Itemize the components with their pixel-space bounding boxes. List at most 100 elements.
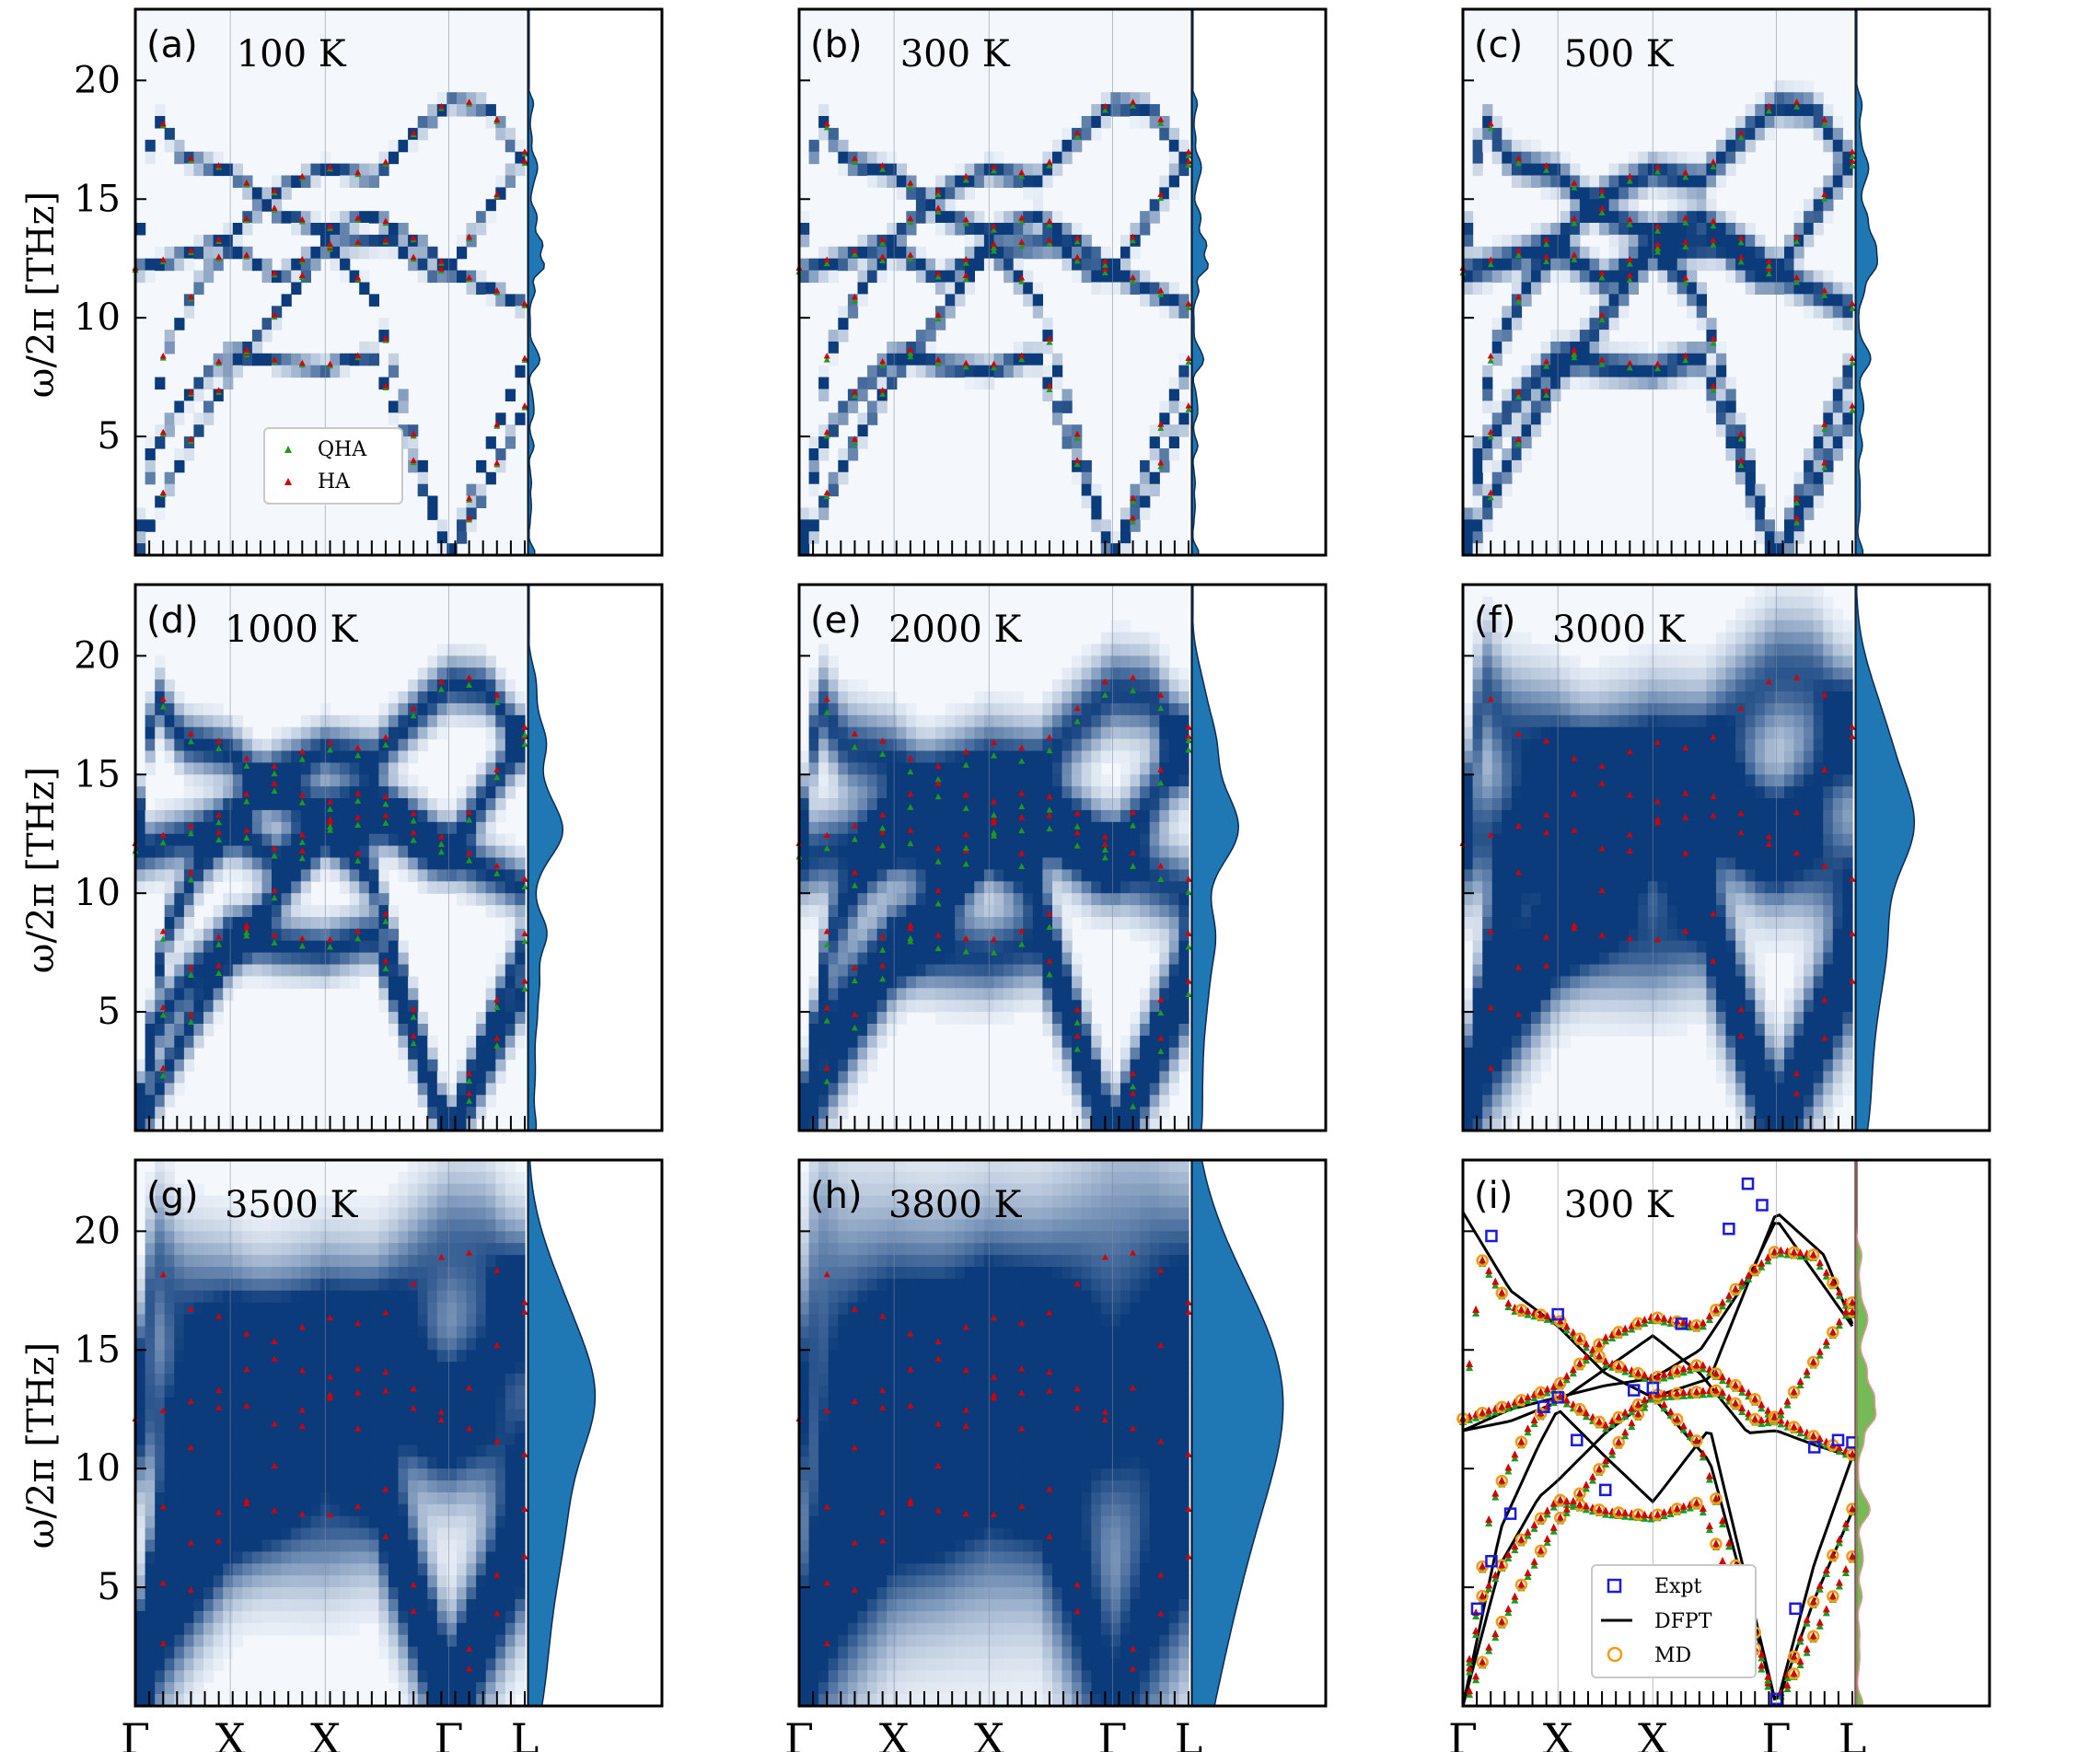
heatmap-cell bbox=[1560, 270, 1571, 284]
heatmap-cell bbox=[1696, 211, 1707, 224]
heatmap-cell bbox=[1100, 726, 1111, 740]
heatmap-cell bbox=[896, 798, 907, 811]
heatmap-cell bbox=[1032, 353, 1043, 366]
heatmap-cell bbox=[1813, 104, 1824, 117]
heatmap-cell bbox=[857, 833, 868, 847]
ha-marker bbox=[271, 311, 278, 319]
heatmap-cell bbox=[896, 833, 907, 847]
heatmap-cell bbox=[330, 917, 341, 930]
heatmap-cell bbox=[447, 270, 458, 284]
heatmap-cell bbox=[887, 762, 898, 775]
heatmap-cell bbox=[1804, 448, 1815, 461]
heatmap-cell bbox=[1052, 750, 1063, 763]
heatmap-cell bbox=[1521, 714, 1532, 728]
heatmap-cell bbox=[867, 691, 878, 704]
heatmap-cell bbox=[1745, 258, 1756, 272]
heatmap-cell bbox=[838, 691, 849, 704]
heatmap-cell bbox=[1023, 786, 1034, 799]
heatmap-cell bbox=[945, 270, 956, 284]
heatmap-cell bbox=[1491, 691, 1502, 704]
heatmap-cell bbox=[1502, 234, 1513, 248]
heatmap-cell bbox=[408, 798, 419, 811]
heatmap-cell bbox=[1716, 246, 1727, 260]
heatmap-cell bbox=[203, 750, 215, 763]
heatmap-cell bbox=[1052, 738, 1063, 752]
heatmap-cell bbox=[896, 353, 907, 366]
heatmap-cell bbox=[828, 1071, 839, 1084]
heatmap-cell bbox=[1159, 1071, 1170, 1084]
heatmap-cell bbox=[828, 483, 839, 497]
heatmap-cell bbox=[1178, 1035, 1189, 1049]
heatmap-cell bbox=[887, 234, 898, 248]
heatmap-cell bbox=[359, 928, 370, 942]
heatmap-cell bbox=[457, 857, 468, 870]
heatmap-cell bbox=[1023, 223, 1034, 236]
heatmap-cell bbox=[349, 246, 360, 260]
heatmap-cell bbox=[330, 798, 341, 811]
heatmap-cell bbox=[193, 1024, 204, 1037]
heatmap-cell bbox=[896, 786, 907, 799]
heatmap-cell bbox=[223, 714, 234, 728]
heatmap-cell bbox=[495, 175, 506, 188]
heatmap-cell bbox=[476, 833, 487, 847]
heatmap-cell bbox=[828, 342, 839, 354]
heatmap-cell bbox=[1502, 471, 1513, 485]
heatmap-cell bbox=[485, 436, 496, 449]
heatmap-cell bbox=[1013, 988, 1024, 1001]
heatmap-cell bbox=[330, 365, 341, 378]
heatmap-cell bbox=[1140, 282, 1151, 295]
heatmap-cell bbox=[1042, 798, 1053, 811]
heatmap-cell bbox=[1540, 1035, 1551, 1049]
heatmap-cell bbox=[1745, 234, 1756, 248]
heatmap-cell bbox=[193, 163, 204, 177]
heatmap-cell bbox=[417, 258, 428, 272]
heatmap-cell bbox=[1832, 175, 1843, 188]
ha-marker bbox=[298, 172, 306, 180]
heatmap-cell bbox=[359, 881, 370, 894]
heatmap-cell bbox=[1502, 917, 1513, 930]
heatmap-cell bbox=[174, 1083, 185, 1096]
heatmap-cell bbox=[1550, 667, 1561, 680]
heatmap-cell bbox=[310, 798, 321, 811]
heatmap-cell bbox=[1521, 750, 1532, 763]
heatmap-cell bbox=[1696, 199, 1707, 212]
ha-marker bbox=[493, 191, 501, 197]
heatmap-cell bbox=[1149, 905, 1160, 918]
heatmap-cell bbox=[1004, 714, 1015, 728]
heatmap-cell bbox=[427, 869, 438, 882]
heatmap-cell bbox=[935, 318, 946, 331]
heatmap-cell bbox=[1072, 223, 1083, 236]
heatmap-cell bbox=[155, 1035, 166, 1049]
ha-marker bbox=[934, 204, 942, 211]
heatmap-cell bbox=[1091, 857, 1102, 870]
heatmap-cell bbox=[935, 750, 946, 763]
heatmap-cell bbox=[1521, 952, 1532, 966]
heatmap-cell bbox=[1052, 714, 1063, 728]
heatmap-cell bbox=[1052, 1047, 1063, 1061]
heatmap-cell bbox=[232, 845, 243, 859]
heatmap-cell bbox=[1130, 714, 1141, 728]
heatmap-cell bbox=[1531, 726, 1542, 740]
heatmap-cell bbox=[1130, 507, 1141, 520]
heatmap-cell bbox=[457, 1071, 468, 1084]
heatmap-cell bbox=[1149, 988, 1160, 1001]
heatmap-cell bbox=[1052, 762, 1063, 775]
heatmap-cell bbox=[340, 223, 351, 236]
heatmap-cell bbox=[164, 869, 175, 882]
heatmap-cell bbox=[1521, 448, 1532, 461]
heatmap-cell bbox=[1540, 905, 1551, 918]
heatmap-cell bbox=[1804, 282, 1815, 295]
heatmap-cell bbox=[964, 282, 975, 295]
ha-marker bbox=[382, 335, 389, 342]
heatmap-cell bbox=[1149, 632, 1160, 645]
heatmap-cell bbox=[1502, 342, 1513, 354]
heatmap-cell bbox=[887, 1012, 898, 1025]
heatmap-cell bbox=[1178, 424, 1189, 437]
heatmap-cell bbox=[925, 976, 936, 989]
heatmap-cell bbox=[1159, 809, 1170, 823]
heatmap-cell bbox=[378, 833, 389, 847]
heatmap-cell bbox=[1062, 809, 1073, 823]
heatmap-cell bbox=[1159, 424, 1170, 437]
heatmap-cell bbox=[1463, 845, 1474, 859]
heatmap-cell bbox=[828, 857, 839, 870]
